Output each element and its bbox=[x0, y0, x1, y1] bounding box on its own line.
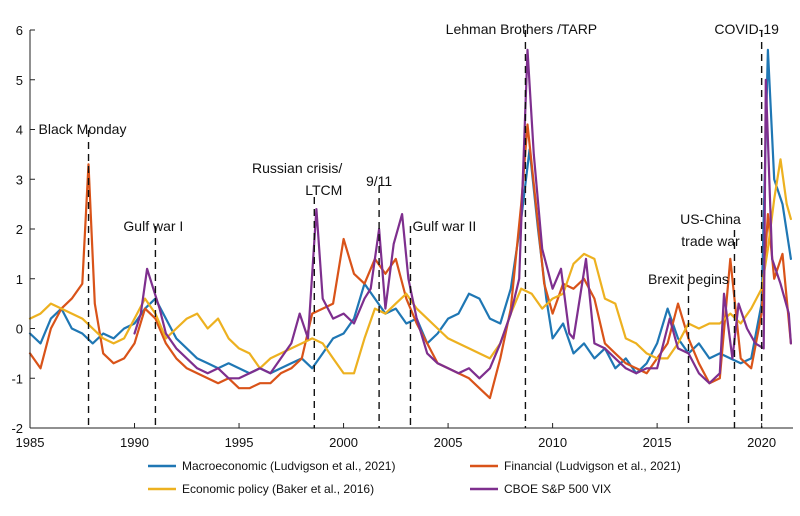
legend-label-1: Macroeconomic (Ludvigson et al., 2021) bbox=[182, 459, 395, 473]
x-tick-label: 1990 bbox=[120, 435, 149, 450]
x-tick-label: 2000 bbox=[329, 435, 358, 450]
series-line-3 bbox=[28, 158, 793, 375]
event-label-4: 9/11 bbox=[366, 173, 392, 189]
x-tick-label: 2020 bbox=[747, 435, 776, 450]
event-label-8: trade war bbox=[681, 233, 740, 249]
y-tick-label: 5 bbox=[16, 73, 23, 88]
axes: -2 -1 0 1 2 3 4 5 6 1985 1990 1995 2000 2005 2010 2015 2… bbox=[11, 23, 793, 450]
x-tick-label: 2010 bbox=[538, 435, 567, 450]
y-tick-label: 2 bbox=[16, 222, 23, 237]
event-label-6: Lehman Brothers /TARP bbox=[446, 21, 597, 37]
event-label-8: US-China bbox=[680, 211, 741, 227]
event-label-9: COVID-19 bbox=[714, 21, 779, 37]
y-tick-label: 0 bbox=[16, 322, 23, 337]
y-tick-label: 1 bbox=[16, 272, 23, 287]
legend-label-4: CBOE S&P 500 VIX bbox=[504, 482, 611, 496]
plot-area bbox=[28, 48, 793, 400]
event-label-2: Gulf war I bbox=[123, 218, 183, 234]
legend: Macroeconomic (Ludvigson et al., 2021) Fi… bbox=[148, 459, 681, 496]
x-tick-label: 2015 bbox=[643, 435, 672, 450]
series-line-2 bbox=[28, 123, 793, 400]
y-tick-label: -2 bbox=[11, 421, 23, 436]
y-tick-label: 6 bbox=[16, 23, 23, 38]
series-line-4 bbox=[133, 48, 793, 385]
event-label-3: Russian crisis/ bbox=[252, 160, 342, 176]
y-tick-label: -1 bbox=[11, 371, 23, 386]
event-label-5: Gulf war II bbox=[412, 218, 476, 234]
event-label-3: LTCM bbox=[305, 182, 342, 198]
x-tick-label: 2005 bbox=[434, 435, 463, 450]
event-label-7: Brexit begins bbox=[648, 271, 729, 287]
legend-label-2: Financial (Ludvigson et al., 2021) bbox=[504, 459, 681, 473]
y-tick-label: 4 bbox=[16, 123, 23, 138]
event-label-1: Black Monday bbox=[39, 121, 127, 137]
legend-label-3: Economic policy (Baker et al., 2016) bbox=[182, 482, 374, 496]
event-markers: Black Monday Gulf war I Russian crisis/LTC… bbox=[39, 21, 779, 428]
y-tick-label: 3 bbox=[16, 172, 23, 187]
x-tick-label: 1995 bbox=[225, 435, 254, 450]
x-tick-label: 1985 bbox=[16, 435, 45, 450]
